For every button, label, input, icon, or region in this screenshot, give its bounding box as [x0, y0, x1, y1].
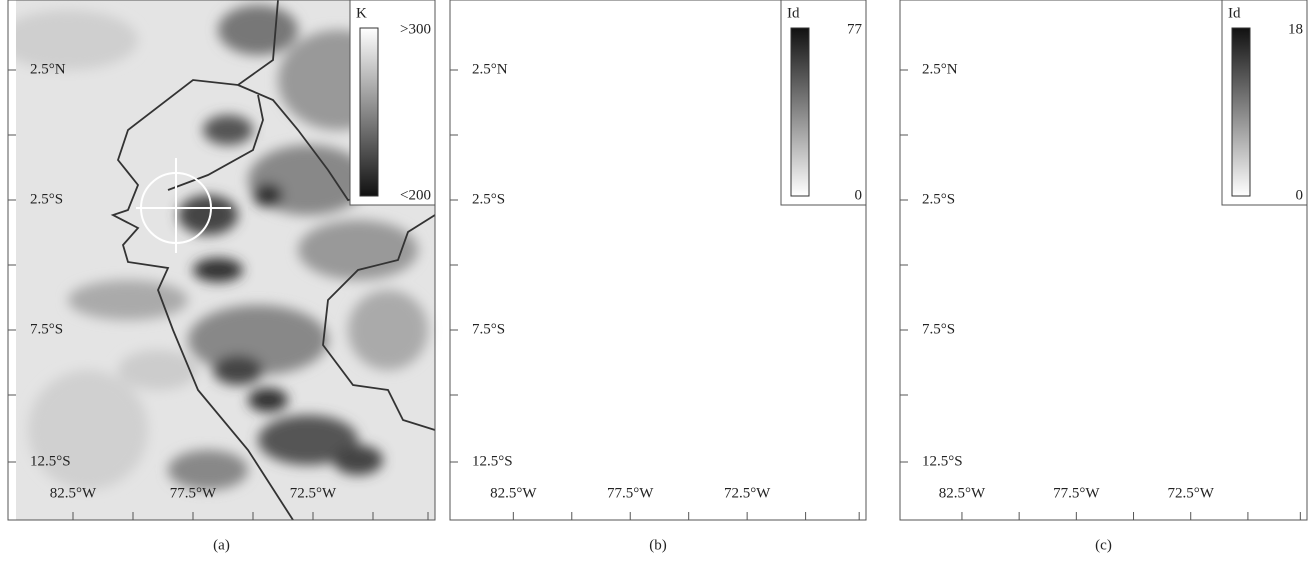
lon-label: 77.5°W [1053, 485, 1100, 501]
cloud [1103, 363, 1126, 377]
cloud [1057, 262, 1105, 282]
map-panel: 2.5°N 2.5°S 7.5°S 12.5°S 82.5°W 77.5°W 72.5°W I… [449, 0, 867, 553]
cloud [1205, 430, 1243, 450]
cloud [1114, 430, 1171, 450]
colorbar-unit: Id [787, 5, 800, 21]
cloud [203, 115, 253, 145]
cloud [333, 445, 383, 475]
cloud [1116, 0, 1150, 36]
coastline [552, 0, 727, 520]
cloud [118, 350, 198, 390]
cloud [669, 430, 727, 450]
coastline [1053, 95, 1144, 190]
cloud [655, 395, 704, 415]
cloud [1051, 340, 1093, 360]
coastline [167, 94, 264, 191]
cloud [606, 177, 664, 233]
colorbar-min: 0 [855, 187, 863, 203]
cloud [188, 305, 328, 375]
cloud [1072, 0, 1110, 33]
cloud [664, 450, 722, 470]
lon-label: 72.5°W [290, 485, 337, 501]
colorbar-max: >300 [400, 21, 431, 37]
colorbar-max: 18 [1288, 21, 1303, 37]
cloud [762, 430, 801, 450]
lat-label: 7.5°S [472, 321, 505, 337]
panel-caption: (b) [649, 537, 667, 553]
lon-label: 77.5°W [170, 485, 217, 501]
lat-label: 7.5°S [30, 321, 63, 337]
cloud-field [16, 5, 428, 490]
lat-label: 2.5°N [472, 61, 508, 77]
cloud [258, 415, 358, 465]
cloud [625, 0, 664, 33]
lat-label: 7.5°S [922, 321, 955, 337]
cloud [611, 262, 660, 282]
cloud [248, 388, 288, 412]
cloud [604, 340, 647, 360]
cloud [213, 355, 263, 385]
cloud [28, 370, 148, 490]
coastline [606, 95, 699, 190]
colorbar-unit: K [356, 5, 367, 21]
map-panel: 2.5°N 2.5°S 7.5°S 12.5°S 82.5°W 77.5°W 72.5°W K… [7, 0, 436, 553]
cloud [640, 116, 659, 140]
colorbar-min: 0 [1296, 187, 1304, 203]
cloud [1089, 30, 1112, 50]
panel-caption: (c) [1095, 537, 1112, 553]
colorbar-min: <200 [400, 187, 431, 203]
cloud [218, 5, 298, 55]
lat-label: 2.5°N [30, 61, 66, 77]
cloud [178, 195, 238, 235]
lat-label: 2.5°S [30, 191, 63, 207]
cloud [16, 10, 138, 70]
target-circle [562, 165, 630, 235]
coastline [110, 0, 294, 520]
cloud [193, 258, 243, 282]
panel-caption: (a) [213, 537, 230, 553]
cloud [168, 450, 248, 490]
lon-label: 82.5°W [490, 485, 537, 501]
lat-label: 2.5°S [922, 191, 955, 207]
cloud [643, 30, 666, 50]
cloud [298, 220, 418, 280]
lon-label: 72.5°W [724, 485, 771, 501]
lat-label: 12.5°S [472, 453, 513, 469]
coastline [322, 214, 436, 431]
lat-label: 12.5°S [30, 453, 71, 469]
frame [449, 0, 867, 521]
cloud [348, 290, 428, 370]
lat-label: 2.5°S [472, 191, 505, 207]
frame [899, 0, 1308, 521]
colorbar-max: 77 [847, 21, 863, 37]
colorbar [359, 27, 379, 197]
map-panel: 2.5°N 2.5°S 7.5°S 12.5°S 82.5°W 77.5°W 72.5°W I… [899, 0, 1308, 553]
lon-label: 82.5°W [939, 485, 986, 501]
colorbar-unit: Id [1228, 5, 1241, 21]
lon-label: 72.5°W [1168, 485, 1215, 501]
frame [7, 0, 436, 521]
coastline [1200, 215, 1307, 430]
cloud [1100, 395, 1148, 415]
coastline [1000, 0, 1172, 520]
cloud [1053, 177, 1110, 233]
cloud [671, 0, 706, 36]
colorbar [1231, 27, 1251, 197]
coastline [757, 215, 866, 430]
cloud [68, 280, 188, 320]
cloud [253, 183, 283, 207]
lon-label: 82.5°W [50, 485, 97, 501]
colorbar [790, 27, 810, 197]
lon-label: 77.5°W [607, 485, 654, 501]
cloud [1086, 116, 1105, 140]
target-circle [1010, 165, 1077, 235]
cloud [1110, 450, 1167, 470]
cloud [658, 363, 681, 377]
lat-label: 12.5°S [922, 453, 963, 469]
lat-label: 2.5°N [922, 61, 958, 77]
